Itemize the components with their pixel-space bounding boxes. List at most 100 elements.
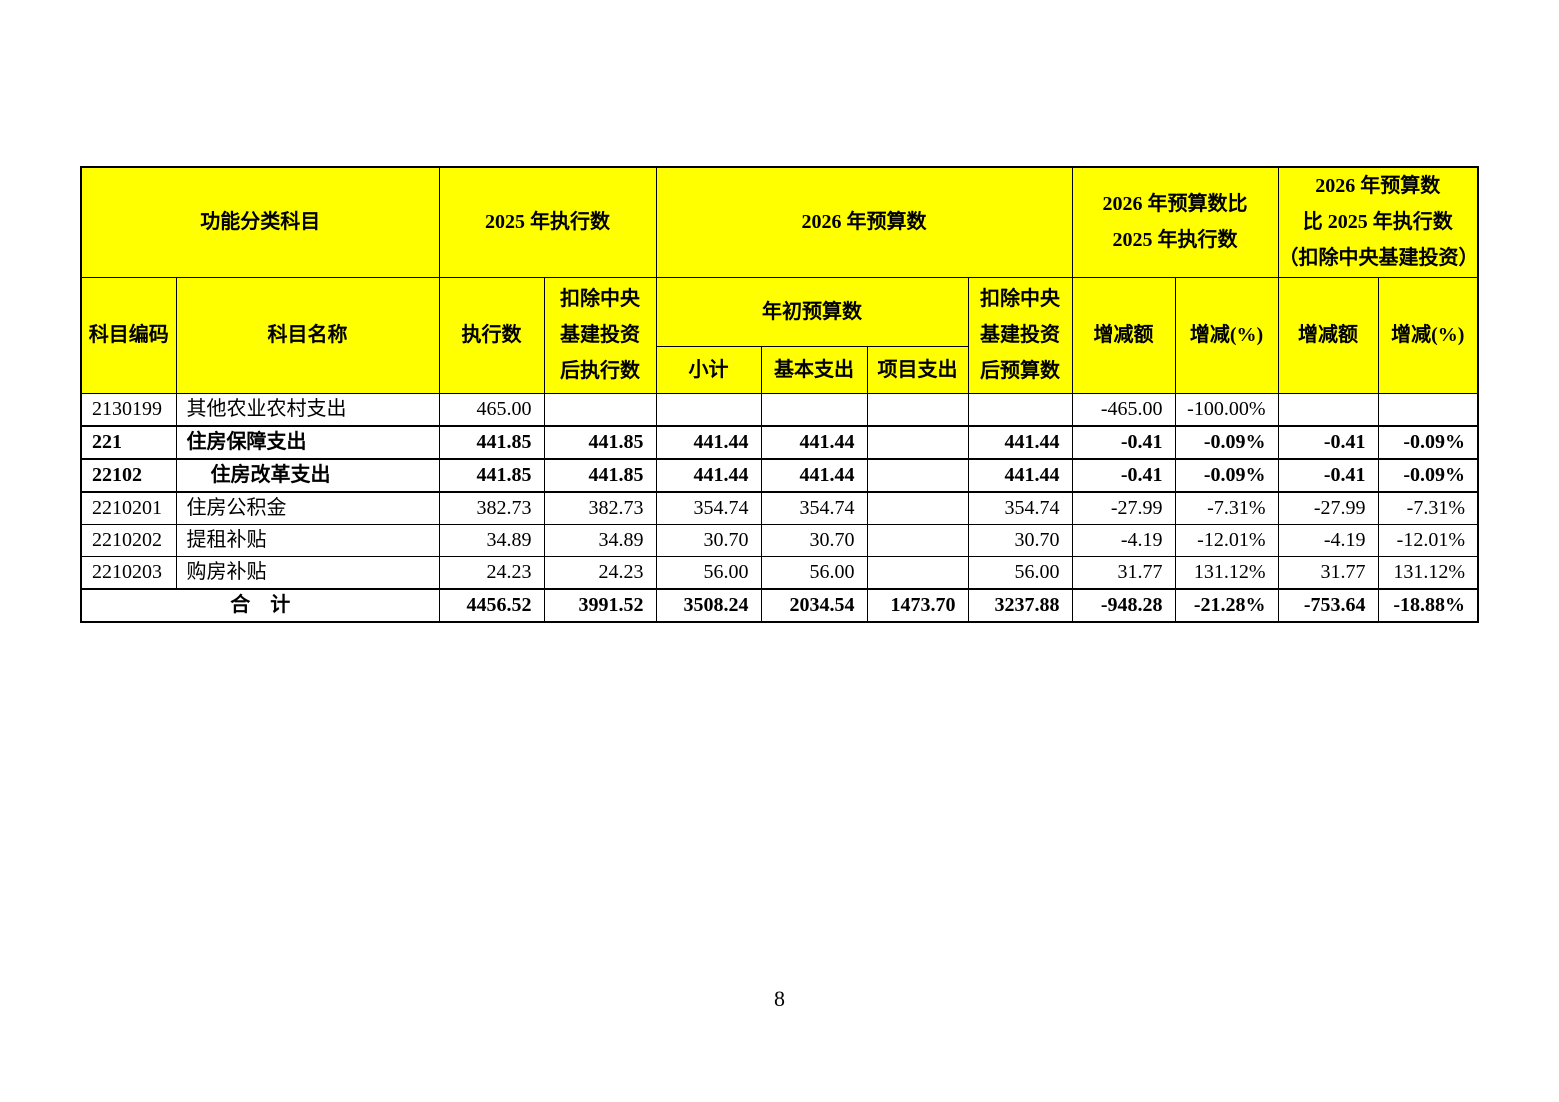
table-row: 22102 住房改革支出 441.85 441.85 441.44 441.44… — [80, 457, 1479, 493]
table-cell: 56.00 — [967, 555, 1073, 589]
table-cell: 131.12% — [1174, 555, 1279, 589]
header-project-expenditure: 项目支出 — [866, 345, 969, 394]
table-cell: -0.41 — [1071, 457, 1176, 493]
subject-code-cell: 2210202 — [80, 523, 177, 557]
table-cell: -100.00% — [1174, 392, 1279, 426]
table-cell — [967, 392, 1073, 426]
table-cell: 30.70 — [655, 523, 762, 557]
table-cell: -753.64 — [1277, 587, 1379, 622]
table-cell: 441.44 — [655, 457, 762, 493]
table-cell: -4.19 — [1277, 523, 1379, 557]
subject-name-cell: 购房补贴 — [175, 555, 440, 589]
header-subject-name: 科目名称 — [175, 276, 440, 394]
table-cell: 3991.52 — [543, 587, 657, 622]
table-row: 2210202 提租补贴 34.89 34.89 30.70 30.70 30.… — [80, 523, 1479, 557]
table-cell: 56.00 — [655, 555, 762, 589]
header-2026-budget: 2026 年预算数 — [655, 166, 1073, 278]
table-cell: -0.41 — [1071, 424, 1176, 460]
table-cell: 31.77 — [1277, 555, 1379, 589]
table-cell: -0.09% — [1174, 424, 1279, 460]
table-cell: -0.09% — [1377, 424, 1479, 460]
table-cell — [866, 457, 969, 493]
table-cell: 382.73 — [438, 491, 545, 525]
header-2025-execution: 2025 年执行数 — [438, 166, 657, 278]
header-initial-budget: 年初预算数 — [655, 276, 969, 347]
table-cell — [543, 392, 657, 426]
total-label: 合 计 — [80, 587, 440, 622]
table-cell: -18.88% — [1377, 587, 1479, 622]
header-change-percent: 增减(%) — [1174, 276, 1279, 394]
table-cell: 354.74 — [655, 491, 762, 525]
table-cell — [866, 523, 969, 557]
table-cell — [1277, 392, 1379, 426]
table-cell: 30.70 — [760, 523, 868, 557]
table-cell: -465.00 — [1071, 392, 1176, 426]
header-change-amount: 增减额 — [1071, 276, 1176, 394]
table-cell — [866, 491, 969, 525]
table-cell: 3237.88 — [967, 587, 1073, 622]
table-cell: 131.12% — [1377, 555, 1479, 589]
header-budget-vs-execution: 2026 年预算数比 2025 年执行数 — [1071, 166, 1279, 278]
table-cell: 3508.24 — [655, 587, 762, 622]
table-cell: 31.77 — [1071, 555, 1176, 589]
total-row: 合 计 4456.52 3991.52 3508.24 2034.54 1473… — [80, 587, 1479, 622]
table-cell: -27.99 — [1277, 491, 1379, 525]
table-cell: -0.41 — [1277, 424, 1379, 460]
table-cell: 4456.52 — [438, 587, 545, 622]
table-cell: 441.44 — [967, 457, 1073, 493]
table-cell — [1377, 392, 1479, 426]
table-cell: 34.89 — [438, 523, 545, 557]
header-functional-classification: 功能分类科目 — [80, 166, 440, 278]
table-cell — [760, 392, 868, 426]
header-row-subcolumns: 小计 基本支出 项目支出 — [81, 345, 1478, 394]
table-cell: 441.44 — [655, 424, 762, 460]
table-cell — [866, 555, 969, 589]
table-cell: 354.74 — [967, 491, 1073, 525]
subject-code-cell: 2210203 — [80, 555, 177, 589]
table-cell: -12.01% — [1174, 523, 1279, 557]
table-row: 2210203 购房补贴 24.23 24.23 56.00 56.00 56.… — [80, 555, 1479, 589]
header-change-amount-net: 增减额 — [1277, 276, 1379, 394]
header-row-groups: 功能分类科目 2025 年执行数 2026 年预算数 2026 年预算数比 20… — [80, 166, 1479, 278]
subject-name-cell: 住房公积金 — [175, 491, 440, 525]
subject-name-cell: 其他农业农村支出 — [175, 392, 440, 426]
table-cell — [655, 392, 762, 426]
table-cell: -7.31% — [1377, 491, 1479, 525]
header-budget-net: 扣除中央 基建投资 后预算数 — [967, 276, 1073, 394]
subject-code-cell: 221 — [80, 424, 177, 460]
table-cell: 441.85 — [543, 457, 657, 493]
header-subtotal: 小计 — [655, 345, 762, 394]
table-cell: 441.85 — [543, 424, 657, 460]
subject-name-cell: 住房保障支出 — [175, 424, 440, 460]
header-execution-net: 扣除中央 基建投资 后执行数 — [543, 276, 657, 394]
table-cell: 30.70 — [967, 523, 1073, 557]
table-cell: 441.44 — [760, 457, 868, 493]
header-change-percent-net: 增减(%) — [1377, 276, 1479, 394]
table-cell: -27.99 — [1071, 491, 1176, 525]
table-cell: 354.74 — [760, 491, 868, 525]
budget-table-container: 功能分类科目 2025 年执行数 2026 年预算数 2026 年预算数比 20… — [80, 166, 1479, 623]
subject-code-cell: 22102 — [80, 457, 177, 493]
table-cell: 465.00 — [438, 392, 545, 426]
table-cell: -0.09% — [1174, 457, 1279, 493]
table-row: 2210201 住房公积金 382.73 382.73 354.74 354.7… — [80, 491, 1479, 525]
table-cell: 441.85 — [438, 424, 545, 460]
table-cell — [866, 392, 969, 426]
table-cell: 24.23 — [438, 555, 545, 589]
table-cell: 441.44 — [760, 424, 868, 460]
page-number: 8 — [774, 986, 785, 1011]
table-cell: 24.23 — [543, 555, 657, 589]
table-cell: 34.89 — [543, 523, 657, 557]
subject-name-cell: 提租补贴 — [175, 523, 440, 557]
header-basic-expenditure: 基本支出 — [760, 345, 868, 394]
table-cell: 441.44 — [967, 424, 1073, 460]
table-cell: 382.73 — [543, 491, 657, 525]
table-cell: 1473.70 — [866, 587, 969, 622]
table-cell: -0.09% — [1377, 457, 1479, 493]
table-cell: -21.28% — [1174, 587, 1279, 622]
header-budget-vs-execution-net: 2026 年预算数 比 2025 年执行数 （扣除中央基建投资） — [1277, 166, 1479, 278]
table-cell: -7.31% — [1174, 491, 1279, 525]
header-row-columns: 科目编码 科目名称 执行数 扣除中央 基建投资 后执行数 年初预算数 扣除中央 … — [80, 276, 1479, 394]
table-cell: -12.01% — [1377, 523, 1479, 557]
table-cell: -4.19 — [1071, 523, 1176, 557]
